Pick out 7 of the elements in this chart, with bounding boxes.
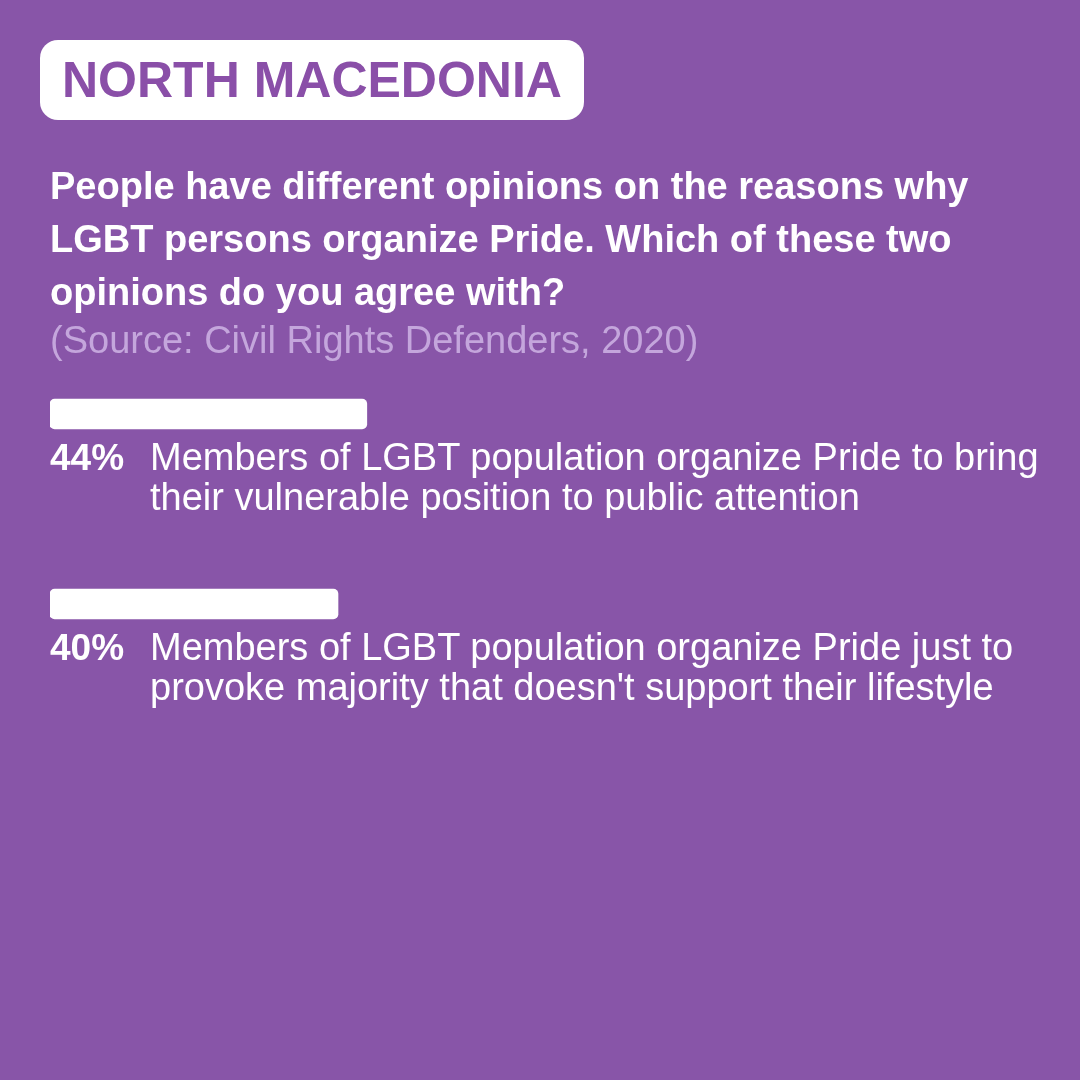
chart-title: NORTH MACEDONIA	[40, 40, 584, 120]
data-label: 44%	[50, 437, 125, 479]
y-tick-label: Members of LGBT population organize Pride just to provoke majority that doesn't support their lifestyle	[150, 626, 1014, 709]
y-tick-label: Members of LGBT population organize Pride to bring their vulnerable position to public attention	[150, 436, 1039, 519]
text: (Source: Civil Rights Defenders, 2020)	[50, 318, 699, 362]
text: People have different opinions on the reasons why LGBT persons organize Pride. Which of these two opinions do you agree with?	[50, 164, 970, 315]
data-label: 40%	[50, 627, 125, 669]
